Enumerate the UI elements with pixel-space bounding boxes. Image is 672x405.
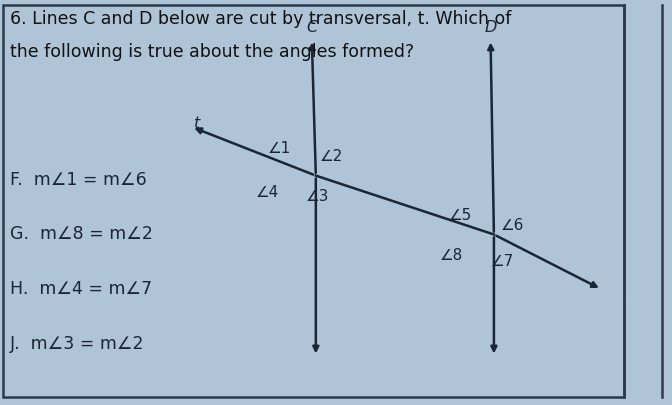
Text: ∠7: ∠7 [491, 254, 514, 269]
Text: 6. Lines C and D below are cut by transversal, t. Which of: 6. Lines C and D below are cut by transv… [10, 10, 511, 28]
Text: t: t [194, 116, 200, 131]
Text: ∠4: ∠4 [256, 184, 279, 199]
Text: ∠5: ∠5 [449, 207, 472, 222]
Text: G.  m∠8 = m∠2: G. m∠8 = m∠2 [10, 225, 153, 243]
Text: the following is true about the angles formed?: the following is true about the angles f… [10, 43, 414, 60]
Text: H.  m∠4 = m∠7: H. m∠4 = m∠7 [10, 279, 152, 297]
Text: ∠1: ∠1 [267, 141, 290, 155]
Text: ∠3: ∠3 [306, 189, 329, 204]
Text: F.  m∠1 = m∠6: F. m∠1 = m∠6 [10, 170, 146, 188]
Text: C: C [306, 19, 317, 34]
Text: ∠6: ∠6 [501, 217, 523, 232]
Text: D: D [485, 19, 497, 34]
Text: ∠8: ∠8 [440, 248, 463, 262]
Text: J.  m∠3 = m∠2: J. m∠3 = m∠2 [10, 334, 144, 352]
Text: ∠2: ∠2 [320, 149, 343, 163]
